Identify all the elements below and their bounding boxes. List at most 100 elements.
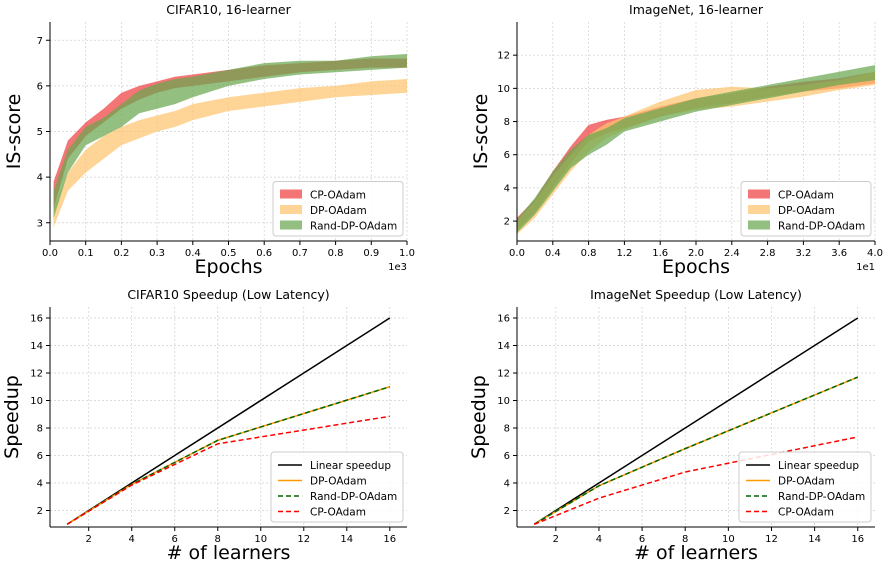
y-tick-label: 2 (504, 506, 510, 517)
x-tick-label: 0.6 (256, 248, 272, 259)
legend-swatch (280, 220, 302, 230)
series-line-linear-speedup (66, 317, 391, 525)
y-tick-label: 8 (37, 424, 43, 435)
y-tick-label: 10 (497, 84, 510, 95)
legend-frame (270, 451, 404, 523)
legend-entry: CP-OAdam (778, 190, 834, 202)
plot-area (533, 317, 859, 525)
y-tick-label: 8 (504, 424, 510, 435)
y-tick-label: 16 (497, 314, 510, 325)
legend: CP-OAdam DP-OAdam Rand-DP-OAdam (272, 181, 404, 237)
series-line-cp-oadam (66, 415, 390, 525)
y-tick-label: 6 (37, 81, 43, 92)
chart-panel-2: 0.0 0.4 0.8 1.2 1.6 2.0 2.4 2.8 3.2 3.6 4.0 2 4 6 8 10 1… (470, 2, 883, 278)
y-tick-label: 4 (37, 479, 43, 490)
y-tick-label: 7 (37, 36, 43, 47)
y-axis-label: IS-score (470, 94, 492, 170)
plot-area (517, 65, 875, 235)
x-tick-label: 8 (682, 534, 688, 545)
x-tick-label: 4.0 (867, 248, 883, 259)
y-tick-label: 6 (504, 451, 510, 462)
legend-frame (740, 181, 872, 237)
y-tick-label: 10 (497, 396, 510, 407)
legend-swatch (280, 205, 302, 214)
legend-entry: CP-OAdam (778, 507, 834, 519)
legend-swatch (748, 189, 770, 199)
series-line-linear-speedup (533, 317, 859, 525)
chart-title: CIFAR10, 16-learner (166, 2, 291, 17)
legend-entry: Rand-DP-OAdam (310, 491, 397, 503)
x-tick-label: 0.8 (581, 248, 597, 259)
legend-swatch (280, 189, 302, 199)
y-tick-label: 2 (504, 217, 510, 228)
x-axis-label: # of learners (634, 542, 758, 564)
x-tick-label: 1.6 (652, 248, 668, 259)
legend: CP-OAdam DP-OAdam Rand-DP-OAdam (740, 181, 872, 237)
legend-swatch (748, 220, 770, 230)
y-tick-label: 5 (37, 127, 43, 138)
chart-panel-1: 0.0 0.1 0.2 0.3 0.4 0.5 0.6 0.7 0.8 0.9 1.0 3 4 5 6 7 1e… (3, 2, 415, 278)
y-tick-label: 4 (504, 183, 510, 194)
x-tick-label: 3.6 (831, 248, 847, 259)
x-tick-label: 0.9 (363, 248, 379, 259)
x-tick-label: 0.0 (42, 248, 58, 259)
legend-entry: DP-OAdam (310, 205, 367, 217)
chart-title: ImageNet Speedup (Low Latency) (590, 287, 802, 302)
legend-entry: Rand-DP-OAdam (778, 491, 865, 503)
y-tick-label: 16 (30, 314, 43, 325)
x-tick-label: 0.0 (509, 248, 525, 259)
y-axis-label: IS-score (3, 94, 25, 170)
y-tick-label: 12 (497, 369, 510, 380)
y-tick-label: 3 (37, 218, 43, 229)
x-axis-label: Epochs (662, 256, 730, 278)
legend-entry: Rand-DP-OAdam (778, 221, 865, 233)
y-tick-label: 8 (504, 117, 510, 128)
x-tick-label: 16 (851, 534, 864, 545)
y-axis-label: Speedup (1, 375, 23, 459)
x-tick-label: 0.5 (221, 248, 237, 259)
x-axis-multiplier: 1e3 (388, 262, 407, 273)
x-tick-label: 14 (808, 534, 821, 545)
y-tick-label: 14 (30, 341, 43, 352)
series-band-rand-dp-oadam (517, 65, 875, 233)
y-axis-label: Speedup (468, 375, 490, 459)
x-tick-label: 16 (383, 534, 396, 545)
legend-swatch (748, 205, 770, 214)
y-tick-label: 6 (504, 150, 510, 161)
x-tick-label: 4 (596, 534, 602, 545)
legend-entry: DP-OAdam (778, 205, 835, 217)
series-band-dp-oadam (53, 79, 407, 228)
x-tick-label: 2.8 (760, 248, 776, 259)
x-tick-label: 0.4 (185, 248, 201, 259)
plot-area (66, 317, 391, 525)
x-axis-multiplier: 1e1 (856, 262, 875, 273)
x-tick-label: 10 (254, 534, 267, 545)
x-tick-label: 2 (553, 534, 559, 545)
x-tick-label: 6 (639, 534, 645, 545)
chart-title: ImageNet, 16-learner (629, 2, 764, 17)
series-line-cp-oadam (533, 436, 858, 525)
x-tick-label: 0.7 (292, 248, 308, 259)
x-tick-label: 0.8 (328, 248, 344, 259)
legend-frame (738, 451, 872, 523)
legend-entry: Linear speedup (778, 460, 859, 472)
y-tick-label: 12 (30, 369, 43, 380)
legend-entry: DP-OAdam (778, 476, 835, 488)
x-tick-label: 0.2 (113, 248, 129, 259)
legend: Linear speedup DP-OAdam Rand-DP-OAdam CP-OA… (270, 451, 404, 523)
series-line-rand-dp-oadam (66, 386, 391, 525)
x-tick-label: 14 (340, 534, 353, 545)
y-tick-label: 12 (497, 51, 510, 62)
legend-entry: DP-OAdam (310, 476, 367, 488)
y-tick-label: 4 (37, 173, 43, 184)
chart-panel-4: 2 4 6 8 10 12 14 16 2 4 6 8 10 12 14 16 ImageNet Speedup… (468, 287, 875, 564)
x-tick-label: 2.0 (688, 248, 704, 259)
y-tick-label: 10 (30, 396, 43, 407)
legend-entry: CP-OAdam (310, 190, 366, 202)
x-tick-label: 4 (129, 534, 135, 545)
legend-frame (272, 181, 404, 237)
x-tick-label: 12 (297, 534, 310, 545)
series-band-rand-dp-oadam (53, 53, 407, 219)
x-tick-label: 3.2 (795, 248, 811, 259)
